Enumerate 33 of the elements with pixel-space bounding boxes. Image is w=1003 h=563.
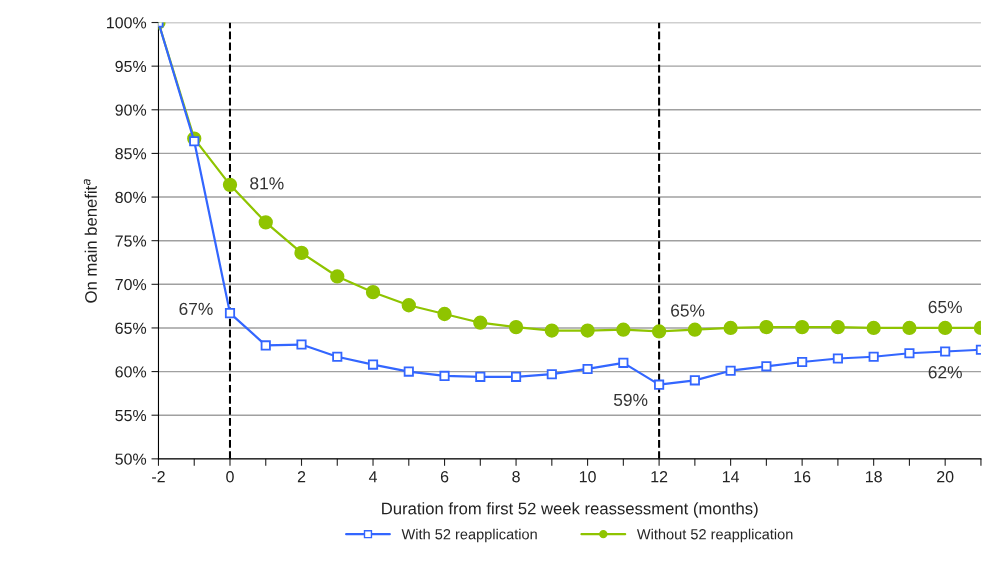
x-tick-label: 2 bbox=[297, 471, 306, 483]
annotation: 67% bbox=[179, 302, 213, 315]
x-tick-label: 6 bbox=[440, 471, 449, 483]
x-tick-label: 20 bbox=[937, 471, 954, 483]
y-tick-label: 75% bbox=[115, 235, 147, 247]
x-tick-label: 14 bbox=[722, 471, 740, 483]
y-tick-label: 50% bbox=[115, 453, 147, 465]
y-tick-label: 90% bbox=[115, 104, 147, 116]
y-tick-label: 100% bbox=[107, 17, 147, 29]
annotation: 81% bbox=[250, 177, 284, 190]
legend-label: Without 52 reapplication bbox=[636, 528, 793, 543]
y-axis-title: On main benefit$^{a}$ bbox=[83, 179, 97, 303]
annotation: 65% bbox=[671, 304, 705, 317]
x-tick-label: 8 bbox=[512, 471, 520, 483]
x-tick-label: 10 bbox=[579, 471, 596, 483]
y-tick-label: 55% bbox=[115, 409, 147, 422]
x-tick-label: 4 bbox=[368, 471, 377, 483]
x-tick-label: -2 bbox=[152, 471, 165, 483]
y-tick-label: 95% bbox=[115, 60, 147, 73]
annotation: 59% bbox=[613, 393, 648, 406]
x-axis-title: Duration from first 52 week reassessment (months) bbox=[382, 502, 758, 518]
x-tick-label: 0 bbox=[226, 471, 234, 483]
legend-label: With 52 reapplication bbox=[401, 528, 537, 543]
y-tick-label: 70% bbox=[115, 278, 147, 291]
x-tick-label: 12 bbox=[651, 471, 668, 483]
x-tick-label: 16 bbox=[794, 471, 811, 483]
annotation: 62% bbox=[928, 366, 962, 379]
x-tick-label: 18 bbox=[865, 471, 882, 483]
y-tick-label: 80% bbox=[115, 191, 147, 203]
y-tick-label: 85% bbox=[115, 148, 147, 160]
y-tick-label: 65% bbox=[115, 322, 147, 334]
annotation: 65% bbox=[928, 300, 962, 314]
y-tick-label: 60% bbox=[115, 366, 147, 378]
